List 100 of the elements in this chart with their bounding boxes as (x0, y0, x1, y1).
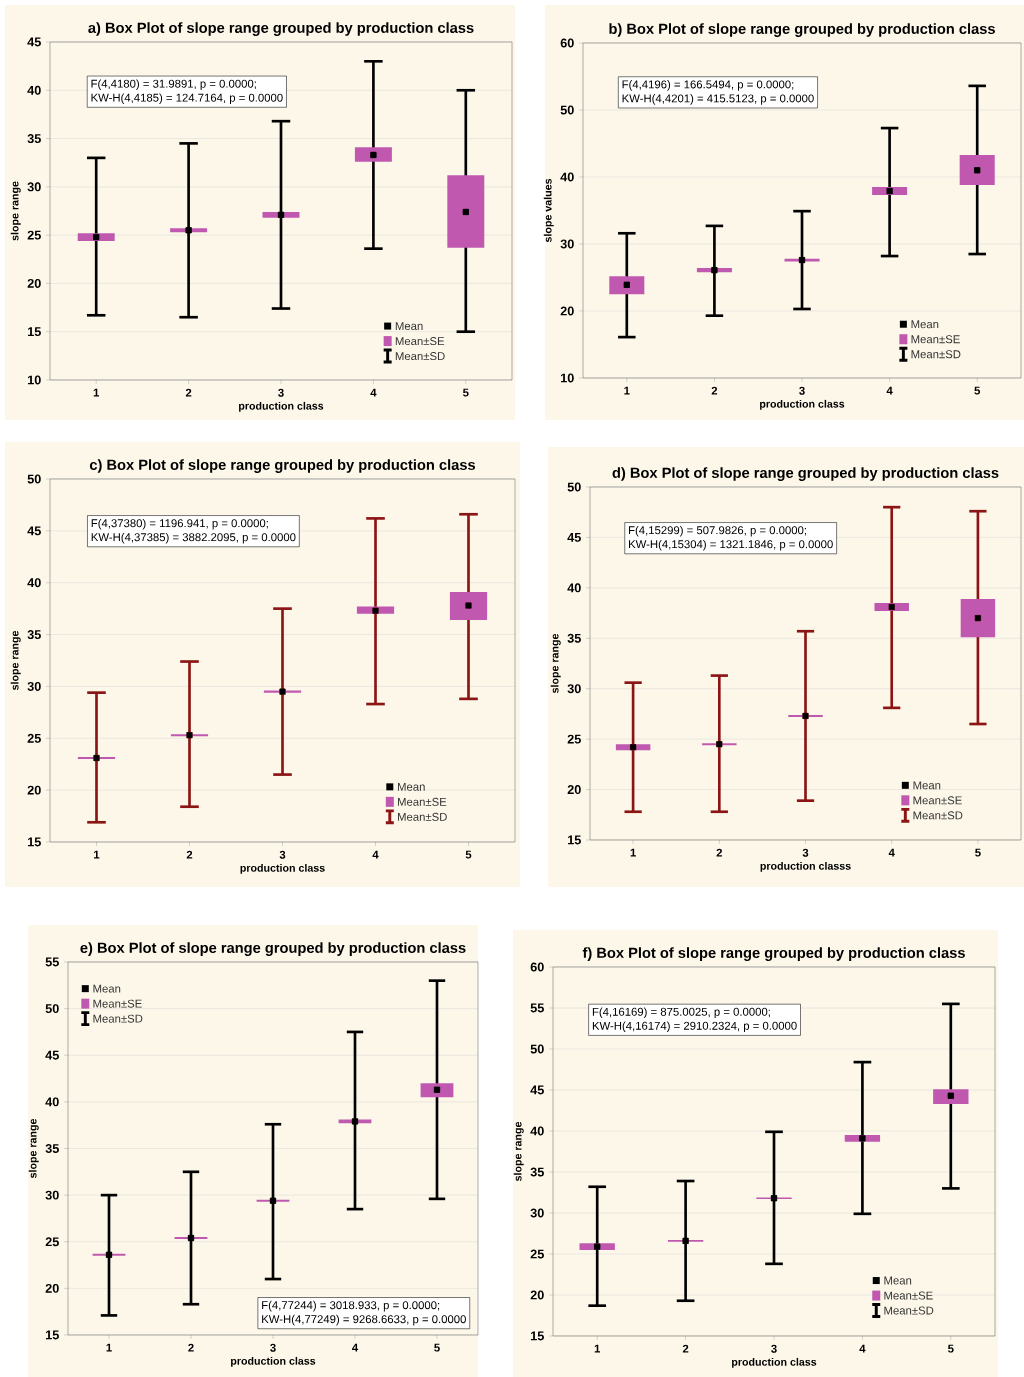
y-tick-label: 40 (27, 578, 41, 588)
y-tick-label: 25 (45, 1237, 59, 1247)
x-tick-label: 1 (624, 386, 630, 395)
y-tick-label: 10 (27, 375, 41, 385)
chart-title: a) Box Plot of slope range grouped by production class (88, 22, 474, 36)
legend-label: Mean (395, 322, 423, 331)
legend-label: Mean±SE (93, 999, 142, 1008)
y-tick-label: 15 (45, 1330, 59, 1340)
x-tick-label: 3 (270, 1343, 276, 1352)
legend-label: Mean (913, 781, 941, 790)
x-tick-label: 2 (716, 848, 723, 857)
x-tick-label: 2 (185, 388, 192, 397)
y-tick-label: 40 (45, 1097, 59, 1107)
x-tick-label: 1 (594, 1344, 601, 1353)
x-tick-label: 5 (974, 386, 981, 395)
x-tick-label: 2 (682, 1344, 689, 1353)
legend-label: Mean±SD (884, 1306, 934, 1315)
annotation: F(4,4196) = 166.5494, p = 0.0000; (622, 80, 794, 91)
y-tick-label: 50 (45, 1004, 59, 1014)
y-axis-title: slope range (550, 633, 561, 694)
legend-label: Mean±SE (911, 335, 960, 344)
x-tick-label: 3 (799, 386, 805, 395)
annotation: KW-H(4,15304) = 1321.1846, p = 0.0000 (629, 539, 833, 551)
y-tick-label: 15 (27, 327, 41, 337)
y-tick-label: 30 (27, 182, 41, 192)
legend-label: Mean±SD (911, 350, 961, 359)
legend-label: Mean±SD (913, 811, 963, 820)
legend-label: Mean±SE (397, 797, 447, 806)
x-tick-label: 4 (352, 1343, 359, 1352)
y-tick-label: 35 (27, 630, 41, 640)
legend-label: Mean±SD (395, 352, 445, 361)
y-tick-label: 45 (27, 526, 41, 536)
y-tick-label: 15 (27, 837, 41, 847)
x-axis-title: production class (231, 1356, 316, 1367)
x-tick-label: 3 (771, 1344, 777, 1353)
y-tick-label: 45 (45, 1050, 59, 1060)
y-tick-label: 45 (530, 1085, 544, 1095)
x-tick-label: 4 (372, 850, 379, 859)
legend-label: Mean±SE (884, 1291, 933, 1300)
legend-label: Mean (884, 1276, 912, 1285)
y-tick-label: 50 (560, 105, 574, 115)
annotation: F(4,37380) = 1196.941, p = 0.0000; (91, 518, 268, 530)
y-tick-label: 25 (567, 734, 581, 744)
legend-label: Mean±SD (93, 1014, 143, 1023)
y-tick-label: 50 (27, 474, 41, 484)
y-tick-label: 20 (567, 785, 581, 795)
y-tick-label: 35 (567, 633, 581, 643)
annotation: KW-H(4,16174) = 2910.2324, p = 0.0000 (592, 1021, 797, 1033)
x-tick-label: 5 (975, 848, 981, 857)
y-tick-label: 40 (567, 583, 581, 593)
annotation: KW-H(4,4185) = 124.7164, p = 0.0000 (91, 93, 283, 104)
y-tick-label: 40 (530, 1126, 544, 1136)
x-tick-label: 3 (278, 388, 284, 397)
y-tick-label: 40 (27, 85, 41, 95)
y-tick-label: 10 (561, 373, 574, 383)
legend-label: Mean (911, 320, 939, 329)
y-tick-label: 35 (530, 1167, 544, 1177)
chart-title: e) Box Plot of slope range grouped by production class (80, 942, 466, 956)
y-tick-label: 20 (45, 1283, 59, 1293)
y-tick-label: 30 (567, 684, 581, 694)
x-axis-title: production classs (760, 861, 851, 872)
y-tick-label: 35 (27, 134, 41, 144)
x-tick-label: 2 (186, 850, 193, 859)
y-tick-label: 15 (531, 1331, 544, 1341)
y-axis-title: slope range (10, 630, 21, 691)
y-axis-title: slope range (10, 181, 21, 241)
y-tick-label: 30 (530, 1208, 544, 1218)
legend-label: Mean±SD (397, 812, 447, 821)
chart-title: b) Box Plot of slope range grouped by production class (609, 23, 995, 37)
x-tick-label: 1 (630, 848, 636, 857)
chart-title: d) Box Plot of slope range grouped by production class (612, 467, 999, 481)
x-tick-label: 5 (434, 1343, 440, 1352)
annotation: F(4,77244) = 3018.933, p = 0.0000; (262, 1300, 440, 1312)
y-tick-label: 25 (27, 733, 41, 743)
y-tick-label: 20 (27, 278, 41, 288)
x-tick-label: 1 (106, 1343, 112, 1352)
y-axis-title: slope range (28, 1118, 39, 1179)
x-tick-label: 2 (711, 386, 718, 395)
y-tick-label: 60 (560, 38, 574, 48)
y-tick-label: 45 (27, 37, 41, 47)
legend-label: Mean (93, 984, 121, 993)
annotation: F(4,15299) = 507.9826, p = 0.0000; (629, 525, 806, 537)
x-tick-label: 4 (859, 1344, 866, 1353)
y-tick-label: 20 (27, 785, 41, 795)
y-tick-label: 50 (567, 482, 581, 492)
y-tick-label: 20 (560, 306, 574, 316)
x-tick-label: 1 (93, 388, 100, 397)
y-axis-title: slope values (543, 178, 554, 243)
y-tick-label: 25 (530, 1249, 544, 1259)
chart-title: f) Box Plot of slope range grouped by production class (582, 947, 965, 961)
legend-label: Mean±SE (913, 796, 962, 805)
x-tick-label: 4 (886, 386, 893, 395)
legend-label: Mean (397, 782, 425, 791)
x-tick-label: 2 (188, 1343, 194, 1352)
annotation: F(4,4180) = 31.9891, p = 0.0000; (91, 79, 256, 90)
y-tick-label: 50 (530, 1044, 544, 1054)
annotation: KW-H(4,77249) = 9268.6633, p = 0.0000 (262, 1314, 466, 1326)
x-tick-label: 1 (94, 850, 100, 859)
y-tick-label: 15 (568, 835, 581, 845)
x-tick-label: 4 (888, 848, 895, 857)
